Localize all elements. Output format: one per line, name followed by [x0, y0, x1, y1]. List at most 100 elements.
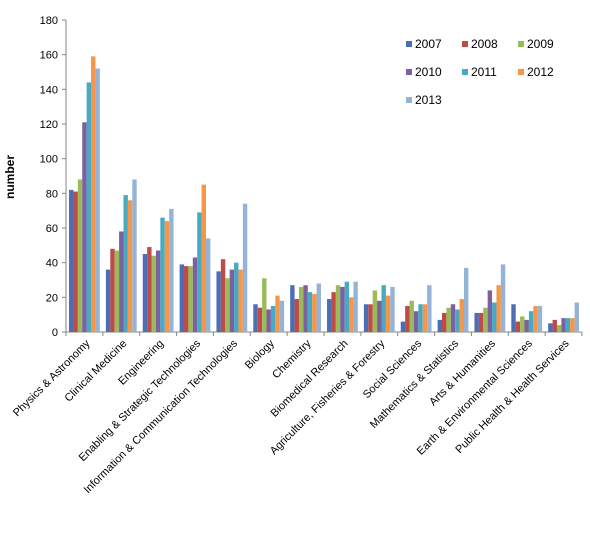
bar-2010-13 [561, 318, 566, 332]
y-tick-label: 80 [46, 188, 58, 200]
bar-2009-3 [188, 266, 193, 332]
bar-2012-1 [127, 200, 133, 332]
bar-2010-3 [192, 257, 198, 332]
bar-2009-9 [409, 300, 414, 332]
bar-2007-2 [142, 254, 148, 332]
bar-2008-7 [331, 292, 336, 332]
bar-2013-8 [390, 286, 395, 332]
y-tick-label: 140 [40, 84, 58, 96]
bar-2011-4 [234, 262, 239, 332]
bar-2010-11 [487, 290, 493, 332]
bar-2013-2 [169, 208, 174, 332]
bar-2008-4 [220, 259, 226, 332]
bar-2007-12 [511, 304, 516, 332]
bar-2011-5 [270, 306, 276, 332]
legend-swatch-2013 [406, 97, 412, 103]
x-tick-label: Biology [243, 337, 277, 371]
bar-2007-0 [69, 189, 74, 332]
bar-2011-2 [160, 217, 165, 332]
bar-2009-2 [151, 255, 156, 332]
bar-2009-13 [556, 325, 562, 332]
bar-2011-6 [307, 292, 313, 332]
bar-2012-4 [238, 269, 243, 332]
bar-2007-4 [216, 271, 221, 332]
bar-2007-3 [179, 264, 184, 332]
bar-2012-11 [496, 285, 501, 332]
bar-2008-1 [110, 248, 115, 332]
bar-2011-9 [418, 304, 423, 332]
bar-2012-8 [385, 295, 391, 332]
bar-2007-8 [363, 304, 369, 332]
bar-2009-12 [520, 316, 525, 332]
y-axis-label: number [3, 155, 17, 199]
y-tick-label: 160 [40, 50, 58, 62]
bar-2007-5 [253, 304, 258, 332]
bar-2007-11 [474, 312, 479, 332]
bar-2008-3 [184, 266, 189, 332]
y-tick-label: 180 [40, 15, 58, 27]
bar-2010-2 [155, 250, 161, 332]
bar-2009-0 [77, 179, 83, 332]
bar-2008-8 [368, 304, 373, 332]
legend-swatch-2010 [406, 69, 412, 75]
bar-2013-6 [316, 283, 321, 332]
bar-2008-9 [405, 306, 410, 332]
bar-2011-11 [492, 302, 497, 332]
bar-2008-2 [147, 247, 152, 332]
bar-2013-13 [574, 302, 579, 332]
legend-label-2013: 2013 [415, 93, 442, 107]
bar-2007-7 [327, 299, 332, 332]
bar-2009-11 [483, 307, 488, 332]
legend-swatch-2012 [518, 69, 524, 75]
legend-label-2010: 2010 [415, 65, 442, 79]
bar-2013-10 [464, 267, 469, 332]
bar-2007-9 [400, 321, 406, 332]
bar-2007-10 [437, 319, 442, 332]
bar-2012-2 [164, 221, 170, 332]
bar-2013-11 [500, 264, 506, 332]
y-tick-label: 60 [46, 223, 58, 235]
legend-swatch-2008 [462, 41, 468, 47]
bar-2010-8 [377, 300, 382, 332]
legend: 2007 2008 2009 2010 2011 2012 2013 [406, 37, 554, 107]
bar-2011-12 [528, 311, 534, 332]
bar-2008-0 [73, 191, 78, 332]
bar-2010-12 [524, 319, 529, 332]
bar-2012-0 [91, 56, 96, 333]
bar-2010-7 [340, 286, 345, 332]
x-tick-label: Clinical Medicine [63, 338, 130, 405]
bar-2009-7 [335, 285, 341, 332]
bar-2009-5 [262, 278, 267, 332]
legend-swatch-2007 [406, 41, 412, 47]
bar-2010-0 [82, 122, 87, 333]
bar-2009-4 [225, 278, 230, 332]
bar-2011-13 [565, 318, 571, 332]
bar-2008-13 [552, 319, 557, 332]
bar-2010-9 [413, 311, 419, 332]
bar-2012-6 [312, 293, 317, 332]
y-tick-label: 40 [46, 258, 58, 270]
bar-2012-12 [533, 306, 538, 332]
bar-2008-5 [257, 307, 263, 332]
bar-2009-6 [298, 286, 304, 332]
bar-2009-10 [446, 307, 451, 332]
bar-2013-5 [279, 300, 285, 332]
bar-2010-1 [119, 231, 124, 332]
bar-2007-13 [548, 323, 553, 332]
legend-label-2011: 2011 [471, 65, 497, 79]
legend-label-2007: 2007 [415, 37, 442, 51]
bar-2013-9 [427, 285, 432, 332]
bar-2012-13 [570, 318, 575, 332]
bar-2011-8 [381, 285, 386, 332]
bar-2011-3 [197, 212, 202, 332]
bar-2011-1 [123, 195, 128, 332]
bar-2010-6 [303, 285, 308, 332]
bar-2012-3 [201, 184, 206, 332]
x-tick-label: Arts & Humanities [427, 337, 498, 408]
bar-2013-1 [132, 179, 137, 332]
bar-2009-1 [114, 250, 120, 332]
bar-2011-0 [86, 82, 92, 333]
bar-2011-10 [455, 309, 460, 332]
bar-2013-7 [353, 281, 358, 332]
